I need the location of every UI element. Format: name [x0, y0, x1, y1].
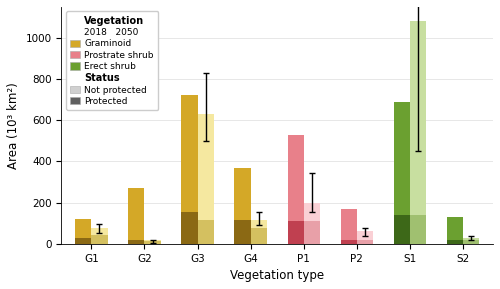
Bar: [394, 215, 410, 244]
Bar: [394, 102, 410, 215]
Bar: [463, 238, 479, 240]
Bar: [357, 231, 373, 240]
Bar: [92, 228, 108, 234]
Bar: [75, 238, 92, 244]
Bar: [198, 220, 214, 244]
Bar: [198, 114, 214, 220]
Bar: [234, 220, 250, 244]
Legend: Vegetation, 2018   2050, Graminoid, Prostrate shrub, Erect shrub, Status, Not pr: Vegetation, 2018 2050, Graminoid, Prostr…: [66, 12, 158, 110]
Bar: [182, 212, 198, 244]
Bar: [92, 234, 108, 244]
Bar: [128, 240, 144, 244]
Bar: [410, 21, 426, 215]
Bar: [357, 240, 373, 244]
Bar: [128, 188, 144, 240]
Bar: [250, 220, 267, 228]
Bar: [144, 240, 160, 241]
Bar: [463, 240, 479, 244]
Bar: [410, 215, 426, 244]
Bar: [250, 228, 267, 244]
Bar: [340, 240, 357, 244]
Bar: [75, 219, 92, 238]
Y-axis label: Area (10³ km²): Area (10³ km²): [7, 82, 20, 169]
X-axis label: Vegetation type: Vegetation type: [230, 269, 324, 282]
Bar: [447, 217, 463, 240]
Bar: [234, 168, 250, 220]
Bar: [144, 241, 160, 244]
Bar: [447, 240, 463, 244]
Bar: [182, 95, 198, 212]
Bar: [340, 209, 357, 240]
Bar: [288, 135, 304, 221]
Bar: [304, 221, 320, 244]
Bar: [304, 203, 320, 221]
Bar: [288, 221, 304, 244]
